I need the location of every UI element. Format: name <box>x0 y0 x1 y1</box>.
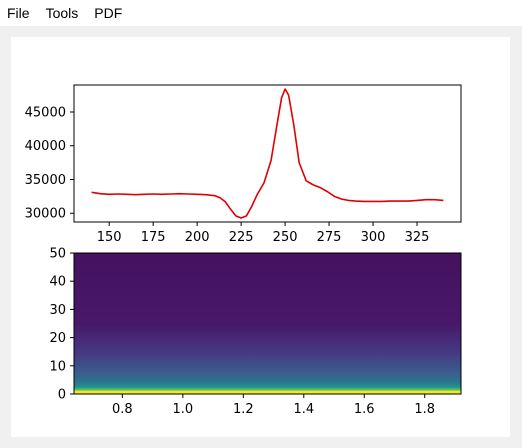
figure-svg: 150 175 200 225 250 275 300 325 300003500040000… <box>25 84 462 417</box>
menu-file[interactable]: File <box>7 5 30 21</box>
heatmap-x-tick-label: 1.6 <box>354 402 375 417</box>
heatmap-y-tick-label: 50 <box>49 247 66 262</box>
menu-pdf[interactable]: PDF <box>94 5 123 21</box>
heatmap-x-tick-label: 1.2 <box>233 402 254 417</box>
line-x-tick-label: 150 <box>97 230 122 245</box>
line-x-tick-label: 200 <box>185 230 210 245</box>
line-chart: 150 175 200 225 250 275 300 325 30000 35000 40000… <box>25 84 462 245</box>
heatmap-x-tick-label: 0.8 <box>112 402 133 417</box>
menubar: File Tools PDF <box>0 0 522 26</box>
line-x-axis: 150 175 200 225 250 275 300 325 <box>97 222 430 245</box>
line-series <box>91 88 444 219</box>
line-x-tick-label: 250 <box>273 230 298 245</box>
heatmap-y-tick-label: 40 <box>49 275 66 290</box>
line-x-tick-label: 300 <box>361 230 386 245</box>
line-x-tick-label: 175 <box>141 230 166 245</box>
line-y-tick-label: 35000 <box>25 173 66 188</box>
line-chart-frame <box>73 84 462 223</box>
line-x-tick-label: 275 <box>317 230 342 245</box>
menu-tools[interactable]: Tools <box>45 5 79 21</box>
plot-canvas: 150 175 200 225 250 275 300 325 30000 35000 40000… <box>11 37 510 437</box>
heatmap-image <box>74 253 461 394</box>
line-y-axis: 30000 35000 40000 45000 <box>25 105 74 222</box>
line-x-tick-label: 225 <box>229 230 254 245</box>
heatmap-x-tick-label: 1.8 <box>414 402 435 417</box>
heatmap-y-axis: 0 10 20 30 40 50 <box>49 247 74 403</box>
heatmap-y-tick-label: 10 <box>49 359 66 374</box>
line-y-tick-label: 45000 <box>25 105 66 120</box>
heatmap-y-tick-label: 0 <box>58 388 66 403</box>
line-y-tick-label: 40000 <box>25 139 66 154</box>
heatmap-x-tick-label: 1.0 <box>173 402 194 417</box>
heatmap-x-axis: 0.8 1.0 1.2 1.4 1.6 1.8 <box>112 394 435 417</box>
line-x-tick-label: 325 <box>405 230 430 245</box>
line-y-tick-label: 30000 <box>25 207 66 222</box>
heatmap-frame <box>73 252 462 395</box>
heatmap-x-tick-label: 1.4 <box>293 402 314 417</box>
heatmap-chart: 0.8 1.0 1.2 1.4 1.6 1.8 0 10 20 30 40 50 <box>49 247 462 417</box>
heatmap-y-tick-label: 20 <box>49 331 66 346</box>
heatmap-y-tick-label: 30 <box>49 303 66 318</box>
